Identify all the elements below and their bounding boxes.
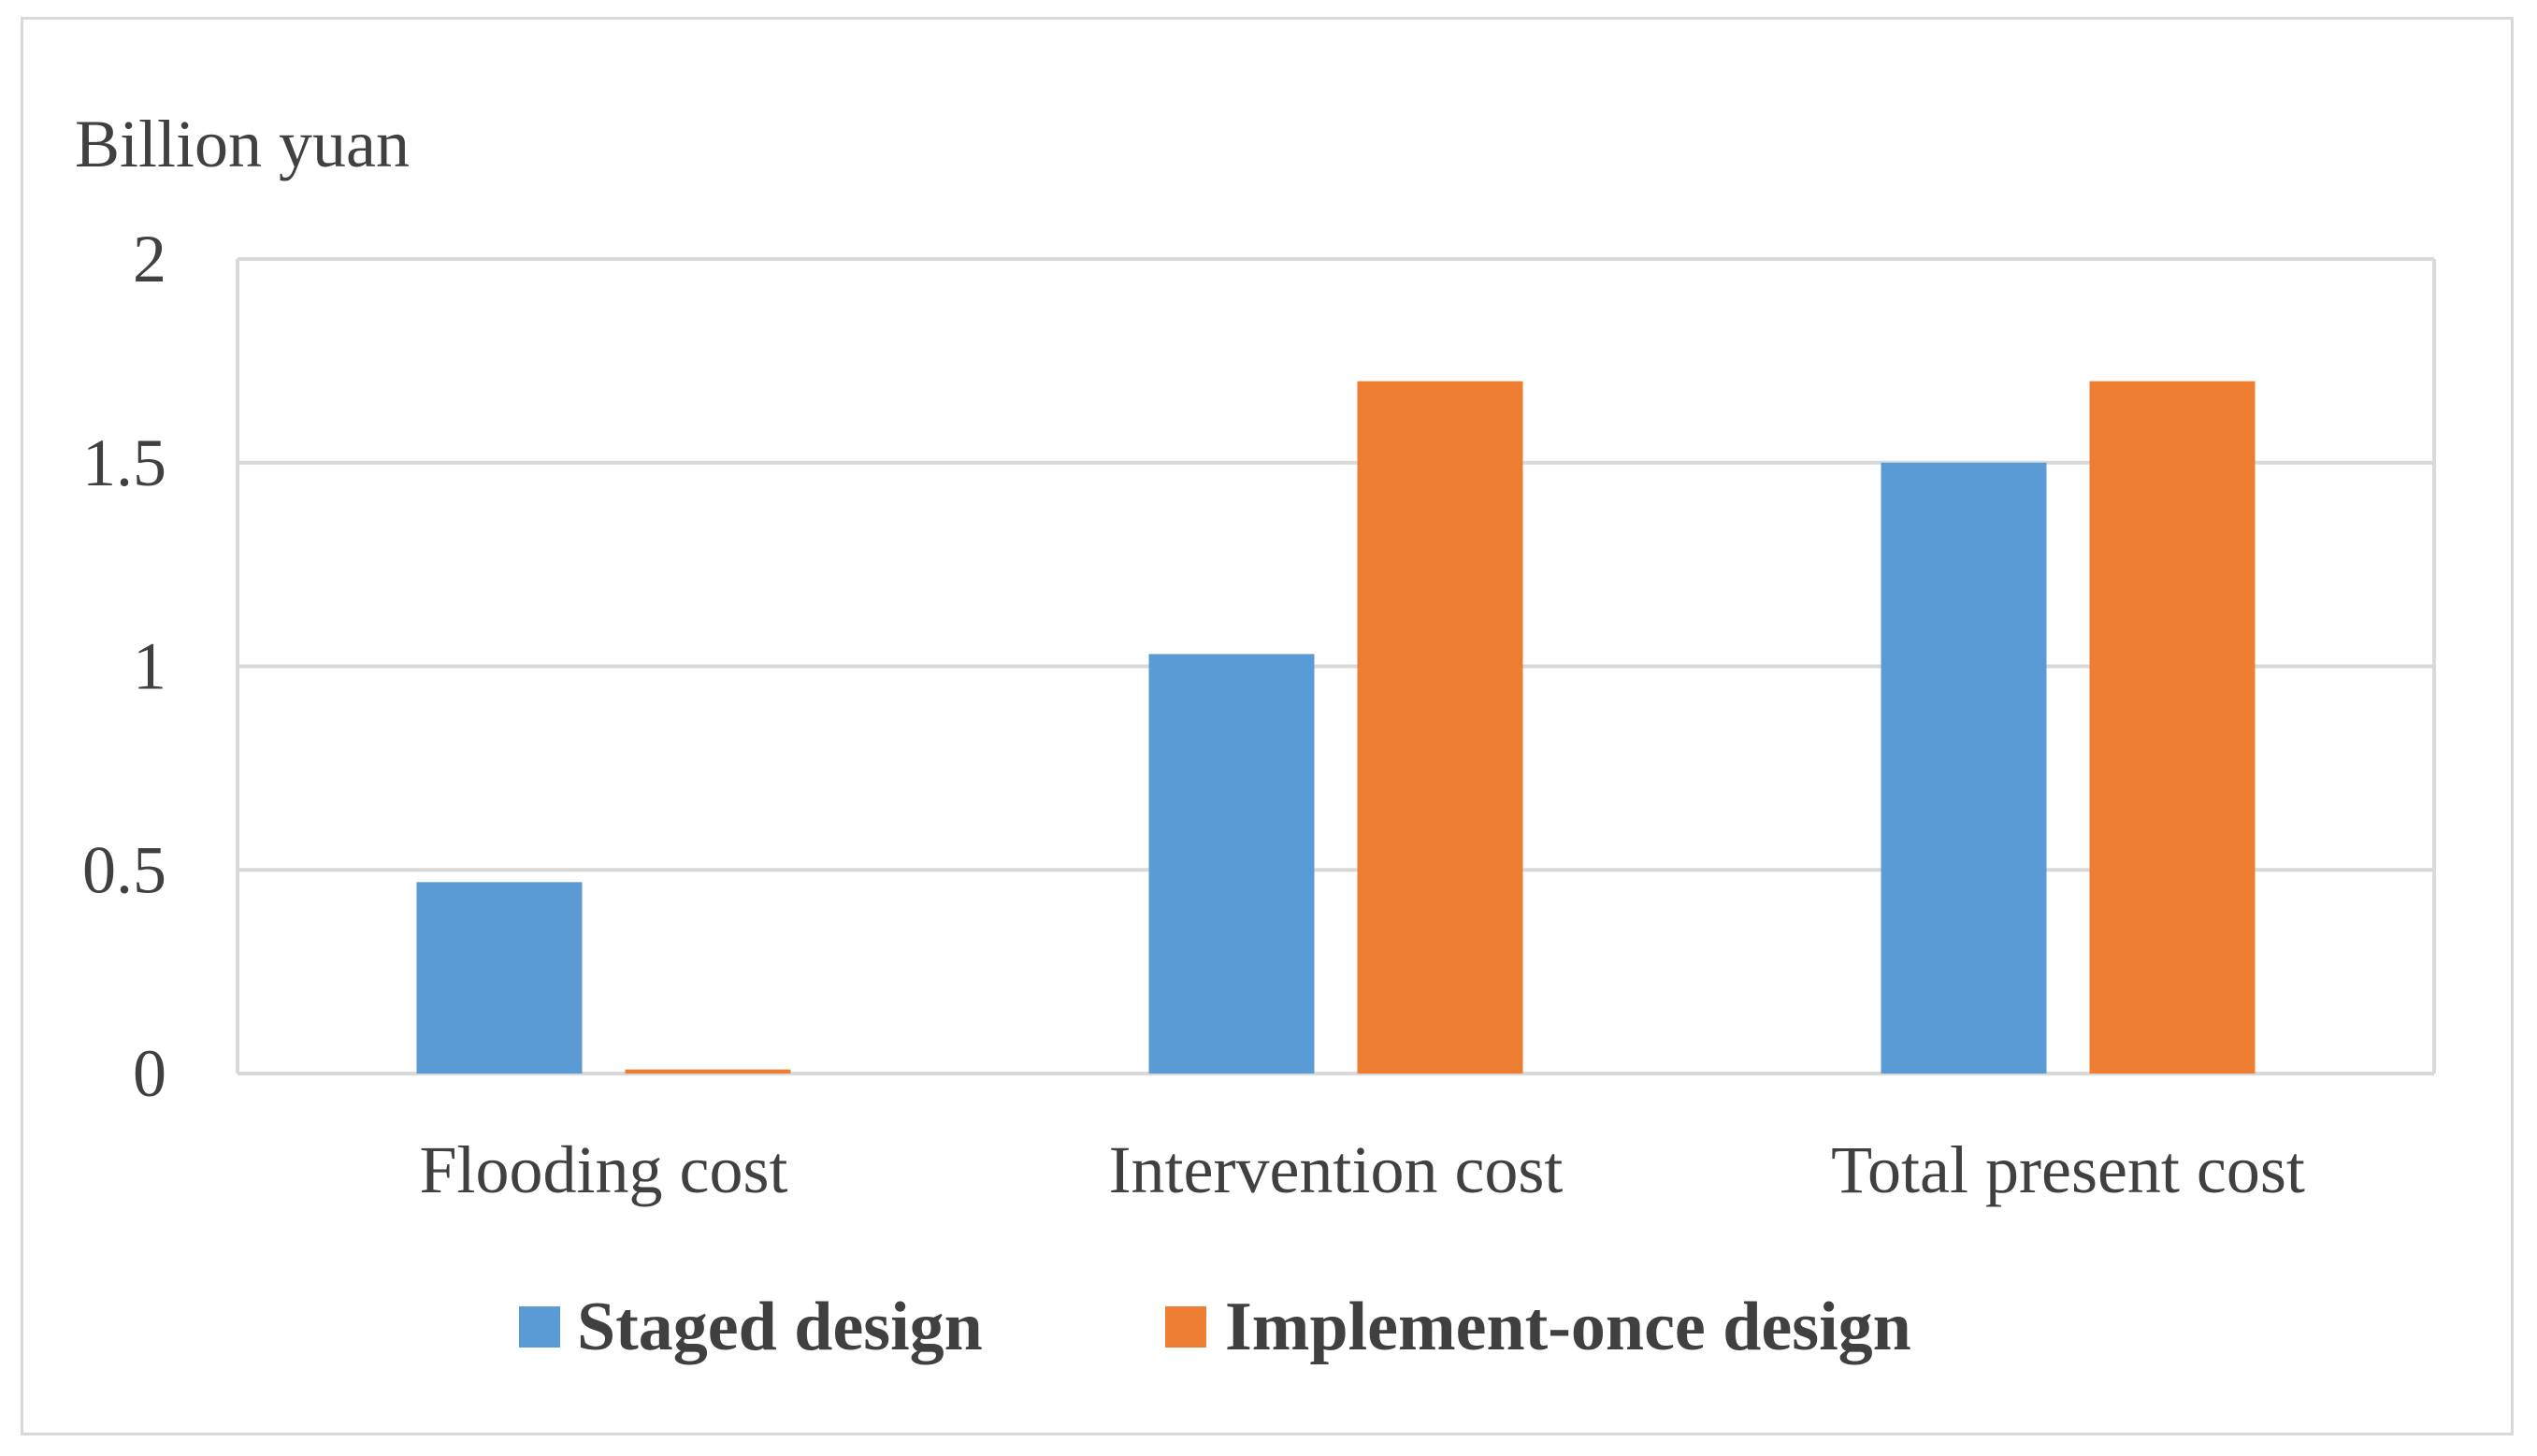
bar-implement-once — [1357, 381, 1523, 1074]
y-tick-label: 2 — [133, 222, 166, 296]
bar-staged — [1148, 654, 1315, 1074]
legend-swatch — [519, 1306, 560, 1348]
y-tick-label: 1 — [133, 629, 166, 704]
legend: Staged design Implement-once design — [519, 1289, 1911, 1365]
x-tick-label: Intervention cost — [1109, 1132, 1564, 1207]
legend-swatch — [1165, 1306, 1206, 1348]
y-tick-label: 0.5 — [82, 832, 166, 907]
x-tick-labels: Flooding cost Intervention cost Total pres… — [419, 1132, 2304, 1207]
bar-staged — [416, 882, 583, 1074]
legend-label: Implement-once design — [1225, 1289, 1911, 1365]
y-tick-label: 0 — [133, 1036, 166, 1111]
gridlines — [236, 257, 2436, 1075]
bars — [416, 381, 2256, 1074]
bar-staged — [1881, 462, 2047, 1074]
y-tick-labels: 0 0.5 1 1.5 2 — [82, 222, 166, 1111]
legend-label: Staged design — [577, 1289, 983, 1365]
x-tick-label: Flooding cost — [419, 1132, 787, 1207]
bar-implement-once — [625, 1069, 791, 1074]
y-tick-label: 1.5 — [82, 425, 166, 500]
x-tick-label: Total present cost — [1831, 1132, 2305, 1207]
bar-implement-once — [2089, 381, 2256, 1074]
y-axis-label: Billion yuan — [75, 107, 410, 181]
